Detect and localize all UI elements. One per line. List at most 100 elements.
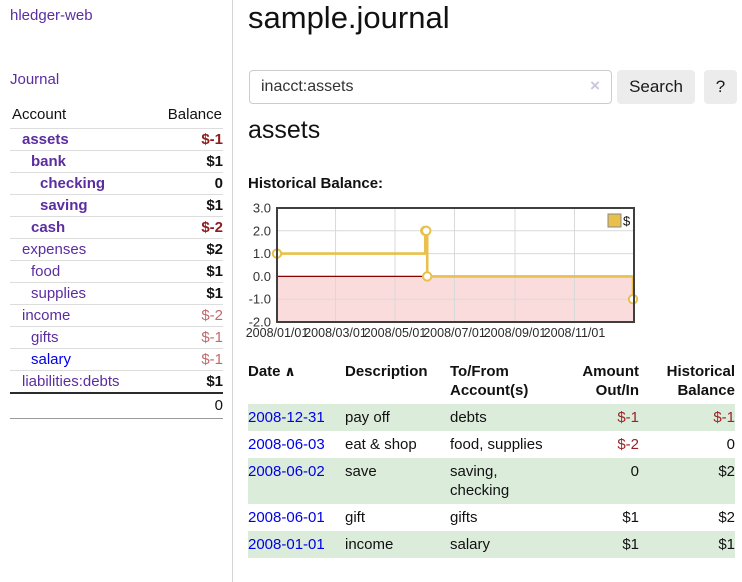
account-link-cash[interactable]: cash xyxy=(31,219,66,236)
accounts-header-balance: Balance xyxy=(167,106,222,123)
register-header-amount: Amount Out/In xyxy=(582,363,639,399)
account-balance: $-2 xyxy=(149,304,223,327)
x-tick-label: 2008/11/01 xyxy=(544,326,606,340)
account-balance: $1 xyxy=(149,260,223,283)
y-tick-label: -2.0 xyxy=(249,315,271,330)
page-title: sample.journal xyxy=(248,0,450,35)
transaction-date-cell: 2008-06-02 xyxy=(248,458,345,504)
transaction-description: gift xyxy=(345,509,366,526)
transaction-amount: $1 xyxy=(622,536,639,553)
transaction-amount: 0 xyxy=(630,463,639,480)
transaction-accounts: debts xyxy=(450,409,487,426)
account-row: supplies $1 xyxy=(10,282,223,305)
register-body: 2008-12-31 pay off debts $-1 $-1 2008-06-03 ea… xyxy=(248,404,735,558)
account-cell: expenses xyxy=(10,238,150,261)
account-row: saving $1 xyxy=(10,194,223,217)
transaction-row: 2008-12-31 pay off debts $-1 $-1 xyxy=(248,404,735,431)
x-tick-label: 2008/03/01 xyxy=(304,326,367,340)
sort-ascending-icon[interactable]: ∧ xyxy=(280,363,296,379)
transaction-amount: $-2 xyxy=(617,436,639,453)
transaction-date-link[interactable]: 2008-06-02 xyxy=(248,463,325,480)
transaction-amount: $1 xyxy=(622,509,639,526)
account-link-food[interactable]: food xyxy=(31,263,61,280)
account-link-checking[interactable]: checking xyxy=(40,175,106,192)
transaction-row: 2008-06-02 save saving, checking 0 $2 xyxy=(248,458,735,504)
transaction-description: pay off xyxy=(345,409,390,426)
account-cell: liabilities:debts xyxy=(10,370,150,393)
account-balance: $1 xyxy=(149,150,223,173)
transaction-balance: $2 xyxy=(718,463,735,480)
register-header-description: Description xyxy=(345,363,428,380)
y-tick-label: 0.0 xyxy=(253,269,271,284)
transaction-description: save xyxy=(345,463,377,480)
account-balance: $1 xyxy=(149,194,223,217)
transaction-balance: $1 xyxy=(718,536,735,553)
account-cell: cash xyxy=(10,216,150,239)
account-cell: supplies xyxy=(10,282,150,305)
data-point-marker xyxy=(421,225,432,236)
accounts-total-row: 0 xyxy=(10,392,223,419)
account-link-assets[interactable]: assets xyxy=(22,131,69,148)
account-row: food $1 xyxy=(10,260,223,283)
transaction-balance: $2 xyxy=(718,509,735,526)
x-tick-label: 2008/09/01 xyxy=(484,326,547,340)
account-cell: saving xyxy=(10,194,150,217)
transaction-balance: 0 xyxy=(726,436,735,453)
brand-link[interactable]: hledger-web xyxy=(10,7,93,24)
account-row: bank $1 xyxy=(10,150,223,173)
account-link-liabilities-debts[interactable]: liabilities:debts xyxy=(22,373,120,390)
account-balance: $-1 xyxy=(149,326,223,349)
sidebar-item-journal[interactable]: Journal xyxy=(10,71,60,88)
account-link-saving[interactable]: saving xyxy=(40,197,88,214)
y-tick-label: 2.0 xyxy=(253,223,271,238)
account-row: income $-2 xyxy=(10,304,223,327)
x-tick-label: 2008/01/01 xyxy=(246,326,309,340)
account-balance: $-1 xyxy=(149,128,223,151)
transaction-accounts: salary xyxy=(450,536,491,553)
register-header-historical: Historical Balance xyxy=(666,363,735,399)
y-tick-label: 3.0 xyxy=(253,201,271,216)
account-link-expenses[interactable]: expenses xyxy=(22,241,87,258)
transaction-amount: $-1 xyxy=(617,409,639,426)
transaction-date-link[interactable]: 2008-06-03 xyxy=(248,436,325,453)
search-button[interactable]: Search xyxy=(617,70,695,104)
transaction-date-cell: 2008-01-01 xyxy=(248,531,345,558)
transaction-date-cell: 2008-06-01 xyxy=(248,504,345,531)
accounts-body: assets $-1 bank $1 checking 0 saving $1 cash $-2 e… xyxy=(10,128,223,393)
historical-balance-chart: 3.0 2.0 1.0 0.0 -1.0 -2.02008/01/012008/03/01… xyxy=(246,201,639,340)
register-header-date[interactable]: Date ∧ xyxy=(248,363,296,380)
account-link-supplies[interactable]: supplies xyxy=(31,285,87,302)
register-header-tofrom: To/From Account(s) xyxy=(450,363,529,399)
account-row: assets $-1 xyxy=(10,128,223,151)
y-tick-label: 1.0 xyxy=(253,246,271,261)
help-button[interactable]: ? xyxy=(704,70,737,104)
register-table: Date ∧ Description To/From Account(s) Amount… xyxy=(248,362,735,558)
chart-frame xyxy=(276,207,635,323)
sidebar: hledger-web Journal Account Balance asse… xyxy=(0,0,233,582)
legend-label: $ xyxy=(623,214,631,229)
transaction-date-link[interactable]: 2008-06-01 xyxy=(248,509,325,526)
account-cell: food xyxy=(10,260,150,283)
account-link-bank[interactable]: bank xyxy=(31,153,67,170)
transaction-date-cell: 2008-12-31 xyxy=(248,404,345,431)
transaction-date-link[interactable]: 2008-12-31 xyxy=(248,409,325,426)
accounts-header-account: Account xyxy=(12,106,67,123)
account-balance: $1 xyxy=(149,282,223,305)
transaction-balance: $-1 xyxy=(713,409,735,426)
data-point-marker xyxy=(422,271,433,282)
x-tick-label: 2008/05/01 xyxy=(364,326,427,340)
account-cell: checking xyxy=(10,172,150,195)
account-link-gifts[interactable]: gifts xyxy=(31,329,59,346)
account-link-income[interactable]: income xyxy=(22,307,71,324)
clear-search-icon[interactable]: × xyxy=(590,76,600,95)
transaction-date-cell: 2008-06-03 xyxy=(248,431,345,458)
transaction-row: 2008-06-01 gift gifts $1 $2 xyxy=(248,504,735,531)
transaction-description: eat & shop xyxy=(345,436,417,453)
accounts-total-value: 0 xyxy=(10,392,223,419)
account-balance: $2 xyxy=(149,238,223,261)
search-input[interactable] xyxy=(249,70,612,104)
transaction-date-link[interactable]: 2008-01-01 xyxy=(248,536,325,553)
account-link-salary[interactable]: salary xyxy=(31,351,72,368)
account-row: expenses $2 xyxy=(10,238,223,261)
